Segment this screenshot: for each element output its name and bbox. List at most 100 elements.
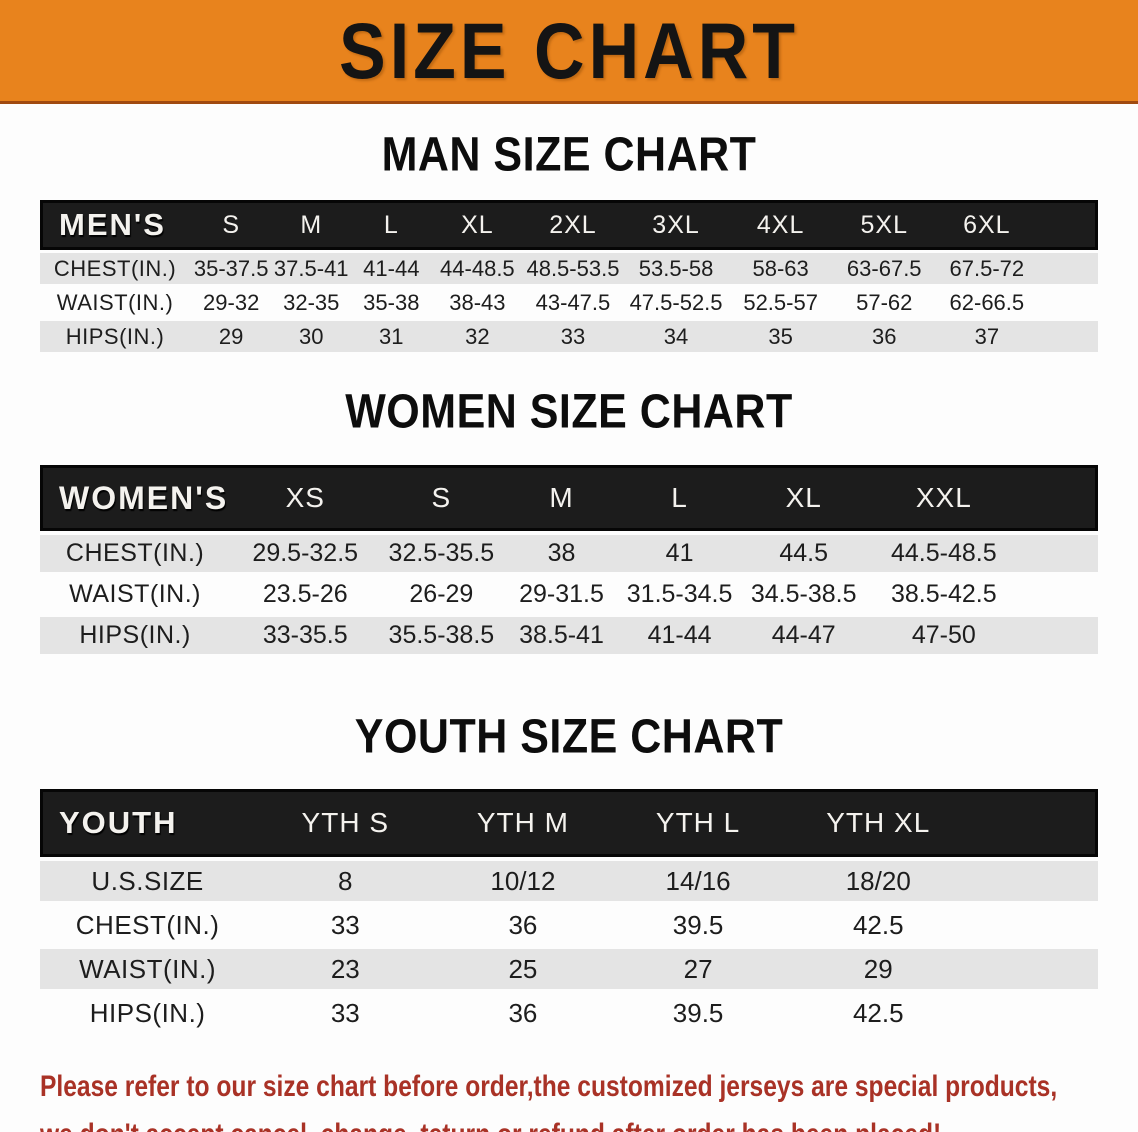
- size-value-cell: 35: [728, 321, 833, 352]
- row-filler: [970, 861, 1098, 901]
- size-value-cell: 33: [255, 993, 436, 1033]
- size-value-cell: 29-32: [190, 287, 273, 318]
- size-chart-banner: SIZE CHART: [0, 0, 1138, 104]
- size-column-header: YTH L: [610, 789, 786, 857]
- row-label: CHEST(IN.): [40, 253, 191, 284]
- women-section-heading: WOMEN SIZE CHART: [345, 385, 793, 439]
- size-column-header: S: [380, 465, 503, 531]
- youth-size-section: YOUTH SIZE CHART YOUTH YTH S YTH M YTH L YTH…: [0, 710, 1138, 1037]
- size-value-cell: 44.5-48.5: [868, 535, 1019, 572]
- table-corner-label: YOUTH: [40, 789, 256, 857]
- size-value-cell: 35-38: [350, 287, 433, 318]
- size-value-cell: 35-37.5: [190, 253, 273, 284]
- table-corner-label: WOMEN'S: [40, 465, 231, 531]
- row-label: HIPS(IN.): [40, 993, 256, 1033]
- size-column-header: XL: [738, 465, 869, 531]
- table-corner-label: MEN'S: [40, 200, 191, 250]
- size-value-cell: 30: [272, 321, 351, 352]
- size-value-cell: 58-63: [728, 253, 833, 284]
- size-value-cell: 42.5: [785, 905, 971, 945]
- size-column-header: 5XL: [832, 200, 936, 250]
- youth-size-table-grid: YOUTH YTH S YTH M YTH L YTH XL U.S.SIZE 8 10/12…: [40, 785, 1098, 1037]
- row-label: CHEST(IN.): [40, 535, 231, 572]
- size-value-cell: 29.5-32.5: [230, 535, 381, 572]
- size-value-cell: 14/16: [610, 861, 786, 901]
- size-value-cell: 62-66.5: [935, 287, 1038, 318]
- size-header-row: MEN'S S M L XL 2XL 3XL 4XL 5XL 6XL: [40, 200, 1098, 250]
- size-value-cell: 18/20: [785, 861, 971, 901]
- measurement-row: HIPS(IN.) 29 30 31 32 33 34 35 36 37: [40, 321, 1098, 352]
- measurement-row: U.S.SIZE 8 10/12 14/16 18/20: [40, 861, 1098, 901]
- size-column-header: 2XL: [522, 200, 624, 250]
- size-value-cell: 33: [255, 905, 436, 945]
- size-column-header: YTH S: [255, 789, 436, 857]
- size-value-cell: 39.5: [610, 993, 786, 1033]
- size-column-header: XL: [432, 200, 523, 250]
- size-value-cell: 29: [785, 949, 971, 989]
- size-value-cell: 37: [935, 321, 1038, 352]
- header-filler: [970, 789, 1098, 857]
- banner-title: SIZE CHART: [339, 6, 799, 95]
- row-label: WAIST(IN.): [40, 287, 191, 318]
- size-value-cell: 10/12: [435, 861, 611, 901]
- size-value-cell: 36: [435, 905, 611, 945]
- size-value-cell: 44-48.5: [432, 253, 523, 284]
- row-filler: [1037, 287, 1098, 318]
- size-value-cell: 23: [255, 949, 436, 989]
- men-size-table: MEN'S S M L XL 2XL 3XL 4XL 5XL 6XL CHEST(IN.) 35-37…: [40, 197, 1098, 355]
- size-column-header: L: [620, 465, 739, 531]
- size-value-cell: 38: [502, 535, 621, 572]
- row-label: WAIST(IN.): [40, 949, 256, 989]
- size-column-header: 3XL: [623, 200, 729, 250]
- youth-section-heading: YOUTH SIZE CHART: [354, 710, 784, 764]
- row-filler: [1037, 253, 1098, 284]
- size-value-cell: 31: [350, 321, 433, 352]
- size-value-cell: 47-50: [868, 617, 1019, 654]
- measurement-row: HIPS(IN.) 33 36 39.5 42.5: [40, 993, 1098, 1033]
- men-size-table-grid: MEN'S S M L XL 2XL 3XL 4XL 5XL 6XL CHEST(IN.) 35-37…: [40, 197, 1098, 355]
- size-header-row: WOMEN'S XS S M L XL XXL: [40, 465, 1098, 531]
- row-filler: [1018, 535, 1098, 572]
- row-filler: [1037, 321, 1098, 352]
- size-value-cell: 44.5: [738, 535, 869, 572]
- size-value-cell: 34.5-38.5: [738, 576, 869, 613]
- man-size-section: MAN SIZE CHART MEN'S S M L XL 2XL 3XL 4XL 5XL 6XL…: [0, 128, 1138, 355]
- youth-size-table: YOUTH YTH S YTH M YTH L YTH XL U.S.SIZE 8 10/12…: [40, 785, 1098, 1037]
- size-value-cell: 35.5-38.5: [380, 617, 503, 654]
- size-value-cell: 41: [620, 535, 739, 572]
- row-label: HIPS(IN.): [40, 321, 191, 352]
- measurement-row: CHEST(IN.) 29.5-32.5 32.5-35.5 38 41 44.5 44.5…: [40, 535, 1098, 572]
- size-value-cell: 8: [255, 861, 436, 901]
- size-value-cell: 32.5-35.5: [380, 535, 503, 572]
- size-value-cell: 31.5-34.5: [620, 576, 739, 613]
- row-label: U.S.SIZE: [40, 861, 256, 901]
- size-value-cell: 44-47: [738, 617, 869, 654]
- size-column-header: XS: [230, 465, 381, 531]
- women-size-table: WOMEN'S XS S M L XL XXL CHEST(IN.) 29.5-32.5 32.5…: [40, 461, 1098, 658]
- size-value-cell: 67.5-72: [935, 253, 1038, 284]
- size-column-header: 4XL: [728, 200, 833, 250]
- size-value-cell: 32-35: [272, 287, 351, 318]
- size-value-cell: 47.5-52.5: [623, 287, 729, 318]
- size-column-header: YTH M: [435, 789, 611, 857]
- measurement-row: WAIST(IN.) 29-32 32-35 35-38 38-43 43-47.5 47.…: [40, 287, 1098, 318]
- size-column-header: L: [350, 200, 433, 250]
- size-value-cell: 43-47.5: [522, 287, 624, 318]
- row-filler: [970, 949, 1098, 989]
- order-policy-note: Please refer to our size chart before or…: [40, 1063, 1138, 1132]
- size-value-cell: 26-29: [380, 576, 503, 613]
- size-value-cell: 29-31.5: [502, 576, 621, 613]
- size-header-row: YOUTH YTH S YTH M YTH L YTH XL: [40, 789, 1098, 857]
- policy-line-1: Please refer to our size chart before or…: [40, 1070, 1058, 1103]
- size-value-cell: 36: [832, 321, 936, 352]
- row-label: CHEST(IN.): [40, 905, 256, 945]
- size-column-header: XXL: [868, 465, 1019, 531]
- header-filler: [1037, 200, 1098, 250]
- measurement-row: CHEST(IN.) 35-37.5 37.5-41 41-44 44-48.5 48.5…: [40, 253, 1098, 284]
- row-filler: [970, 905, 1098, 945]
- size-value-cell: 32: [432, 321, 523, 352]
- row-filler: [1018, 576, 1098, 613]
- size-column-header: S: [190, 200, 273, 250]
- size-value-cell: 33: [522, 321, 624, 352]
